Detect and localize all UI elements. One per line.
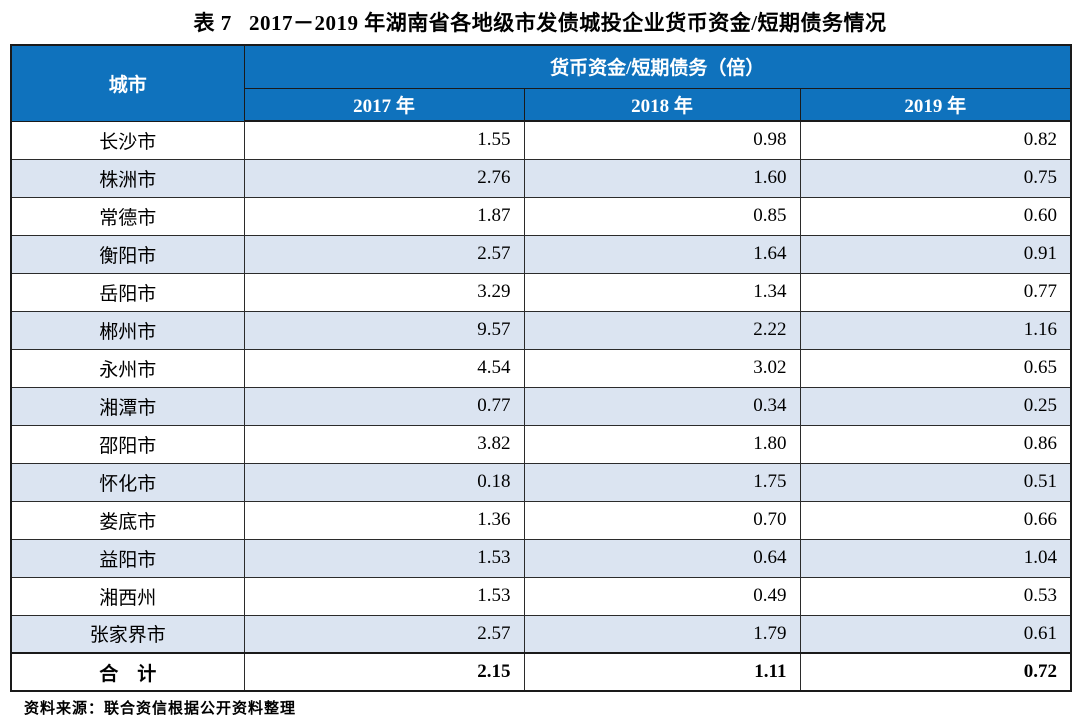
value-2017-cell: 0.77 [243, 386, 525, 426]
value-2018-cell: 1.64 [523, 234, 801, 274]
value-2017-cell: 2.57 [243, 234, 525, 274]
city-cell: 郴州市 [10, 310, 245, 350]
city-cell: 娄底市 [10, 500, 245, 540]
value-2019-cell: 0.25 [799, 386, 1072, 426]
city-cell: 张家界市 [10, 614, 245, 654]
city-cell: 永州市 [10, 348, 245, 388]
table-body: 长沙市 1.55 0.98 0.82 株洲市 2.76 1.60 0.75 常德… [10, 120, 1072, 692]
value-2017-cell: 1.53 [243, 538, 525, 578]
value-2018-cell: 2.22 [523, 310, 801, 350]
value-2017-cell: 3.82 [243, 424, 525, 464]
value-2017-cell: 4.54 [243, 348, 525, 388]
value-2018-cell: 0.49 [523, 576, 801, 616]
value-2017-cell: 1.55 [243, 120, 525, 160]
value-2018-cell: 0.85 [523, 196, 801, 236]
value-2019-cell: 0.75 [799, 158, 1072, 198]
table-row: 湘西州 1.53 0.49 0.53 [10, 576, 1072, 616]
value-2019-cell: 0.61 [799, 614, 1072, 654]
table-row: 长沙市 1.55 0.98 0.82 [10, 120, 1072, 160]
value-2019-cell: 0.66 [799, 500, 1072, 540]
value-2018-cell: 1.79 [523, 614, 801, 654]
table-header: 城市 货币资金/短期债务（倍） 2017 年 2018 年 2019 年 [10, 44, 1072, 122]
total-2019-cell: 0.72 [799, 652, 1072, 692]
table-row: 怀化市 0.18 1.75 0.51 [10, 462, 1072, 502]
table-row: 益阳市 1.53 0.64 1.04 [10, 538, 1072, 578]
table-row: 郴州市 9.57 2.22 1.16 [10, 310, 1072, 350]
value-2018-cell: 0.70 [523, 500, 801, 540]
table-row: 永州市 4.54 3.02 0.65 [10, 348, 1072, 388]
value-2017-cell: 1.87 [243, 196, 525, 236]
value-2018-cell: 1.80 [523, 424, 801, 464]
source-note: 资料来源：联合资信根据公开资料整理 [24, 701, 297, 717]
value-2017-cell: 1.36 [243, 500, 525, 540]
column-header-2017: 2017 年 [243, 87, 525, 122]
column-group-header: 货币资金/短期债务（倍） [243, 44, 1072, 89]
value-2019-cell: 0.60 [799, 196, 1072, 236]
table-total-row: 合 计 2.15 1.11 0.72 [10, 652, 1072, 692]
table-row: 衡阳市 2.57 1.64 0.91 [10, 234, 1072, 274]
value-2018-cell: 0.98 [523, 120, 801, 160]
value-2019-cell: 0.91 [799, 234, 1072, 274]
value-2019-cell: 0.82 [799, 120, 1072, 160]
table-title: 表 7 2017－2019 年湖南省各地级市发债城投企业货币资金/短期债务情况 [193, 11, 887, 35]
table-row: 岳阳市 3.29 1.34 0.77 [10, 272, 1072, 312]
city-cell: 岳阳市 [10, 272, 245, 312]
value-2019-cell: 0.86 [799, 424, 1072, 464]
city-cell: 怀化市 [10, 462, 245, 502]
value-2019-cell: 1.16 [799, 310, 1072, 350]
city-cell: 湘西州 [10, 576, 245, 616]
value-2019-cell: 0.51 [799, 462, 1072, 502]
total-label-cell: 合 计 [10, 652, 245, 692]
city-cell: 邵阳市 [10, 424, 245, 464]
city-cell: 衡阳市 [10, 234, 245, 274]
city-cell: 湘潭市 [10, 386, 245, 426]
total-2018-cell: 1.11 [523, 652, 801, 692]
value-2018-cell: 1.34 [523, 272, 801, 312]
table-row: 湘潭市 0.77 0.34 0.25 [10, 386, 1072, 426]
city-cell: 益阳市 [10, 538, 245, 578]
value-2018-cell: 1.75 [523, 462, 801, 502]
city-cell: 株洲市 [10, 158, 245, 198]
value-2018-cell: 0.64 [523, 538, 801, 578]
value-2018-cell: 0.34 [523, 386, 801, 426]
value-2019-cell: 0.77 [799, 272, 1072, 312]
table-row: 娄底市 1.36 0.70 0.66 [10, 500, 1072, 540]
value-2017-cell: 9.57 [243, 310, 525, 350]
value-2017-cell: 2.57 [243, 614, 525, 654]
total-2017-cell: 2.15 [243, 652, 525, 692]
table-row: 常德市 1.87 0.85 0.60 [10, 196, 1072, 236]
column-header-2018: 2018 年 [523, 87, 801, 122]
column-header-city: 城市 [10, 44, 245, 122]
table-row: 张家界市 2.57 1.79 0.61 [10, 614, 1072, 654]
value-2019-cell: 0.53 [799, 576, 1072, 616]
value-2019-cell: 0.65 [799, 348, 1072, 388]
table-row: 株洲市 2.76 1.60 0.75 [10, 158, 1072, 198]
value-2019-cell: 1.04 [799, 538, 1072, 578]
column-header-2019: 2019 年 [799, 87, 1072, 122]
value-2017-cell: 1.53 [243, 576, 525, 616]
value-2018-cell: 3.02 [523, 348, 801, 388]
city-cell: 长沙市 [10, 120, 245, 160]
value-2017-cell: 3.29 [243, 272, 525, 312]
table-row: 邵阳市 3.82 1.80 0.86 [10, 424, 1072, 464]
debt-ratio-table: 城市 货币资金/短期债务（倍） 2017 年 2018 年 2019 年 长沙市… [10, 44, 1073, 692]
city-cell: 常德市 [10, 196, 245, 236]
value-2018-cell: 1.60 [523, 158, 801, 198]
value-2017-cell: 0.18 [243, 462, 525, 502]
value-2017-cell: 2.76 [243, 158, 525, 198]
